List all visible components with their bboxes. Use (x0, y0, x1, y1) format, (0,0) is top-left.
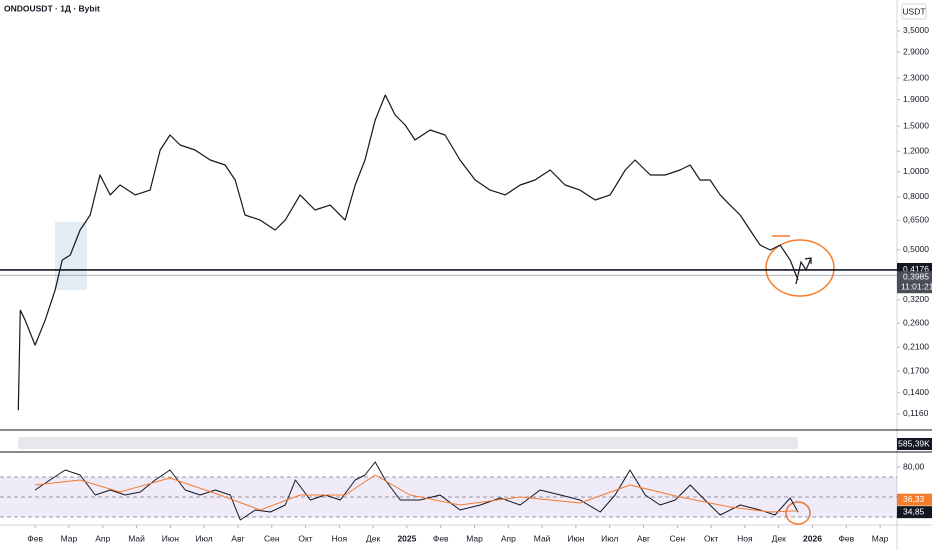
y-tick-label: 2,9000 (903, 46, 929, 56)
y-tick-label: 1,0000 (903, 166, 929, 176)
volume-label-box (897, 438, 932, 450)
volume-label: 585,39K (898, 438, 930, 448)
x-tick-label: Июн (162, 533, 179, 543)
x-tick-label: Ноя (332, 533, 348, 543)
x-tick-label: Июл (601, 533, 618, 543)
x-tick-label: Май (534, 533, 551, 543)
x-tick-label: Ноя (737, 533, 753, 543)
y-tick-label: 0,8000 (903, 191, 929, 201)
x-tick-label: Апр (95, 533, 110, 543)
x-tick-label: Дек (772, 533, 786, 543)
level-label: 0,4176 (903, 264, 929, 274)
y-tick-label: 1,9000 (903, 94, 929, 104)
x-tick-label: Фев (838, 533, 854, 543)
x-tick-label: Сен (264, 533, 280, 543)
annotation-circle (785, 501, 811, 525)
y-tick-label: 0,1700 (903, 365, 929, 375)
volume-profile (55, 222, 87, 290)
x-tick-label: Май (128, 533, 145, 543)
x-tick-label: Апр (501, 533, 516, 543)
y-tick-label: 0,5000 (903, 244, 929, 254)
last-price-label: 0,3985 (903, 271, 929, 281)
rsi-ma-label-box (897, 493, 932, 506)
rsi-line (34, 461, 799, 521)
countdown: 11:01:21 (901, 281, 932, 291)
x-tick-label: Окт (298, 533, 312, 543)
x-tick-label: Мар (466, 533, 483, 543)
x-tick-label: Фев (433, 533, 449, 543)
x-tick-label: Мар (872, 533, 889, 543)
y-tick-label: 0,1400 (903, 387, 929, 397)
last-price-box (897, 271, 932, 294)
price-line (17, 94, 799, 411)
currency-box (901, 3, 927, 20)
rsi-ma-label: 36,33 (903, 494, 925, 504)
y-tick-label: 0,2600 (903, 318, 929, 328)
x-tick-label: Авг (637, 533, 650, 543)
x-tick-label: Окт (704, 533, 718, 543)
x-tick-label: Фев (27, 533, 43, 543)
y-tick-label: 2,3000 (903, 72, 929, 82)
currency: USDT (902, 6, 925, 16)
chart-title: ONDOUSDT · 1Д · Bybit (4, 3, 100, 13)
volume-band (18, 437, 798, 449)
x-tick-label: Дек (366, 533, 380, 543)
y-tick-label: 0,1160 (903, 408, 929, 418)
x-tick-label: 2026 (803, 533, 822, 543)
annotation-arrow (795, 257, 812, 285)
rsi-tick-label: 80,00 (903, 461, 925, 471)
x-tick-label: Мар (61, 533, 78, 543)
rsi-label: 34,85 (903, 506, 925, 516)
annotation-circle (765, 239, 835, 297)
y-tick-label: 1,5000 (903, 120, 929, 130)
rsi-label-box (897, 506, 932, 519)
x-tick-label: Сен (670, 533, 686, 543)
y-tick-label: 3,5000 (903, 25, 929, 35)
y-tick-label: 0,6500 (903, 214, 929, 224)
x-tick-label: Авг (231, 533, 244, 543)
x-tick-label: Июн (567, 533, 584, 543)
x-tick-label: 2025 (397, 533, 416, 543)
x-tick-label: Июл (196, 533, 213, 543)
y-tick-label: 1,2000 (903, 146, 929, 156)
rsi-ma-line (35, 474, 799, 513)
y-tick-label: 0,3200 (903, 294, 929, 304)
y-tick-label: 0,2100 (903, 342, 929, 352)
